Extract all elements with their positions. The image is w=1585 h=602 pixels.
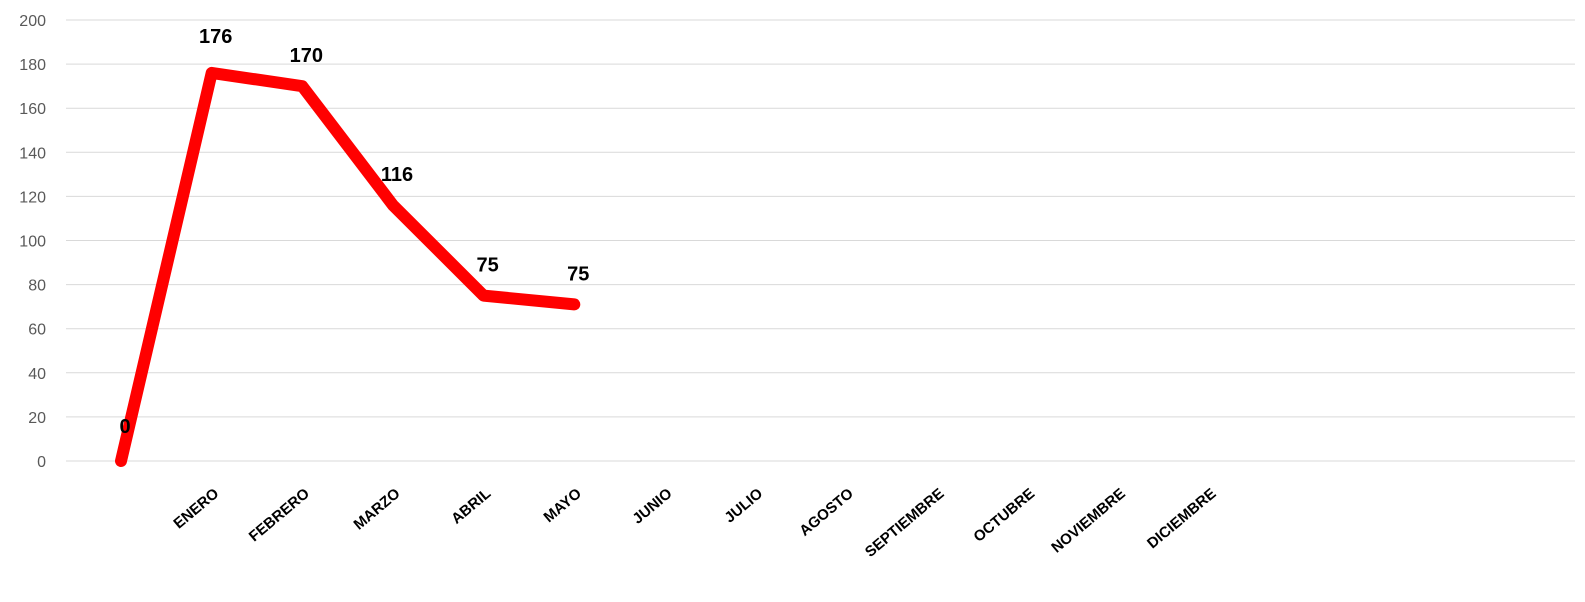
y-tick-label: 120 bbox=[19, 189, 46, 206]
x-tick-label: ENERO bbox=[170, 485, 222, 533]
series-layer bbox=[115, 66, 581, 467]
data-point bbox=[301, 85, 304, 88]
x-tick-label: MARZO bbox=[350, 485, 403, 534]
data-label: 176 bbox=[199, 26, 232, 48]
series-line bbox=[115, 66, 581, 467]
x-tick-label: AGOSTO bbox=[796, 485, 857, 540]
data-point bbox=[573, 303, 576, 306]
y-tick-label: 40 bbox=[28, 366, 46, 383]
data-label: 116 bbox=[381, 164, 413, 186]
y-tick-label: 200 bbox=[19, 13, 46, 30]
data-label: 75 bbox=[476, 255, 498, 277]
x-tick-label: DICIEMBRE bbox=[1144, 485, 1219, 552]
x-tick-label: NOVIEMBRE bbox=[1048, 485, 1129, 556]
y-tick-label: 100 bbox=[19, 234, 46, 251]
x-tick-label: MAYO bbox=[541, 485, 586, 526]
y-axis-ticks: 0 20 40 60 80 100 120 140 160 180 200 bbox=[19, 13, 46, 471]
data-point bbox=[391, 204, 394, 207]
data-point bbox=[120, 460, 122, 462]
x-tick-label: ABRIL bbox=[448, 485, 494, 527]
data-label: 170 bbox=[290, 45, 323, 67]
x-tick-label: OCTUBRE bbox=[970, 485, 1038, 546]
y-tick-label: 180 bbox=[19, 57, 46, 74]
y-tick-label: 140 bbox=[19, 145, 46, 162]
x-tick-label: FEBRERO bbox=[246, 485, 313, 545]
data-labels: 0 176 170 116 75 75 bbox=[119, 26, 589, 438]
data-point bbox=[482, 294, 485, 297]
x-axis-ticks: ENERO FEBRERO MARZO ABRIL MAYO JUNIO JULIO AGOS… bbox=[170, 485, 1219, 561]
y-tick-label: 80 bbox=[28, 278, 46, 295]
data-label: 75 bbox=[567, 263, 589, 285]
data-label: 0 bbox=[119, 416, 130, 438]
y-tick-label: 160 bbox=[19, 101, 46, 118]
gridlines bbox=[66, 19, 1575, 462]
data-point bbox=[210, 71, 213, 74]
x-tick-label: JULIO bbox=[721, 485, 766, 527]
x-tick-label: JUNIO bbox=[629, 485, 675, 528]
y-tick-label: 60 bbox=[28, 322, 46, 339]
y-tick-label: 20 bbox=[28, 410, 46, 427]
x-tick-label: SEPTIEMBRE bbox=[862, 485, 948, 561]
y-tick-label: 0 bbox=[37, 454, 46, 471]
